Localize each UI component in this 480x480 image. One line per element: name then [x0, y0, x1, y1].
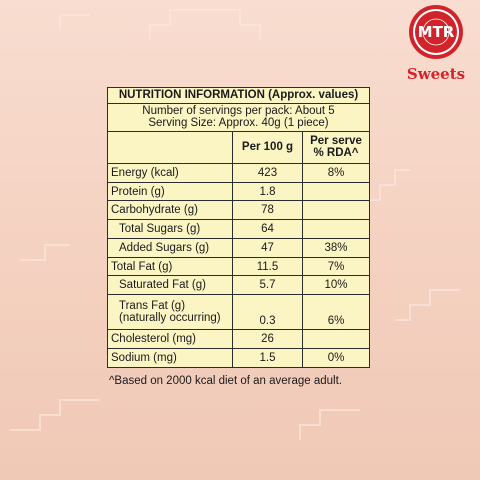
table-row: Energy (kcal) 423 8%	[107, 162, 370, 183]
serving-size: Serving Size: Approx. 40g (1 piece)	[148, 117, 329, 130]
mtr-logo: MTR Sweets	[400, 4, 472, 86]
nutrient-per100: 5.7	[232, 275, 303, 296]
column-header-rda: Per serve % RDA^	[302, 130, 370, 164]
column-header-per100: Per 100 g	[232, 130, 303, 164]
nutrient-per100: 78	[232, 200, 303, 221]
nutrient-label: Cholesterol (mg)	[107, 329, 233, 350]
nutrient-per100: 11.5	[232, 256, 303, 277]
nutrition-table: NUTRITION INFORMATION (Approx. values) N…	[107, 87, 370, 368]
table-row: Added Sugars (g) 47 38%	[107, 237, 370, 258]
nutrient-label: Total Sugars (g)	[107, 219, 233, 239]
nutrient-per100: 423	[232, 162, 303, 183]
nutrient-label: Carbohydrate (g)	[107, 200, 233, 221]
nutrient-per100: 26	[232, 329, 303, 350]
table-row: Total Sugars (g) 64	[107, 219, 370, 239]
nutrient-per100: 47	[232, 237, 303, 258]
nutrient-per100: 64	[232, 219, 303, 239]
table-row: Carbohydrate (g) 78	[107, 200, 370, 221]
nutrient-rda	[302, 181, 370, 202]
column-header-row: Per 100 g Per serve % RDA^	[107, 130, 370, 164]
nutrient-rda	[302, 200, 370, 221]
servings-per-pack: Number of servings per pack: About 5	[142, 105, 335, 118]
column-header-nutrient	[107, 130, 233, 164]
table-row: Saturated Fat (g) 5.7 10%	[107, 275, 370, 296]
nutrient-label: Total Fat (g)	[107, 256, 233, 277]
nutrient-rda	[302, 329, 370, 350]
rda-footnote: ^Based on 2000 kcal diet of an average a…	[109, 375, 343, 387]
table-title: NUTRITION INFORMATION (Approx. values)	[107, 87, 370, 104]
nutrient-rda	[302, 219, 370, 239]
brand-wordmark: Sweets	[406, 65, 466, 83]
nutrient-per100: 1.8	[232, 181, 303, 202]
nutrition-panel: NUTRITION INFORMATION (Approx. values) N…	[107, 87, 370, 368]
nutrient-label: Energy (kcal)	[107, 162, 233, 183]
nutrient-rda: 10%	[302, 275, 370, 296]
nutrient-rda: 6%	[302, 294, 370, 331]
nutrient-rda: 0%	[302, 348, 370, 368]
table-row: Trans Fat (g) (naturally occurring) 0.3 …	[107, 294, 370, 331]
nutrient-label: Saturated Fat (g)	[107, 275, 233, 296]
nutrient-rda: 7%	[302, 256, 370, 277]
table-row: Cholesterol (mg) 26	[107, 329, 370, 350]
table-row: Sodium (mg) 1.5 0%	[107, 348, 370, 368]
logo-letters: MTR	[418, 23, 455, 41]
nutrient-label: Trans Fat (g) (naturally occurring)	[107, 294, 233, 331]
nutrient-label: Protein (g)	[107, 181, 233, 202]
mtr-badge-icon: MTR	[409, 5, 463, 59]
nutrient-rda: 38%	[302, 237, 370, 258]
table-row: Protein (g) 1.8	[107, 181, 370, 202]
table-row: Total Fat (g) 11.5 7%	[107, 256, 370, 277]
servings-row: Number of servings per pack: About 5 Ser…	[107, 102, 370, 132]
nutrient-label: Added Sugars (g)	[107, 237, 233, 258]
nutrient-per100: 0.3	[232, 294, 303, 331]
nutrient-label: Sodium (mg)	[107, 348, 233, 368]
nutrient-rda: 8%	[302, 162, 370, 183]
table-title-row: NUTRITION INFORMATION (Approx. values)	[107, 87, 370, 104]
nutrient-per100: 1.5	[232, 348, 303, 368]
